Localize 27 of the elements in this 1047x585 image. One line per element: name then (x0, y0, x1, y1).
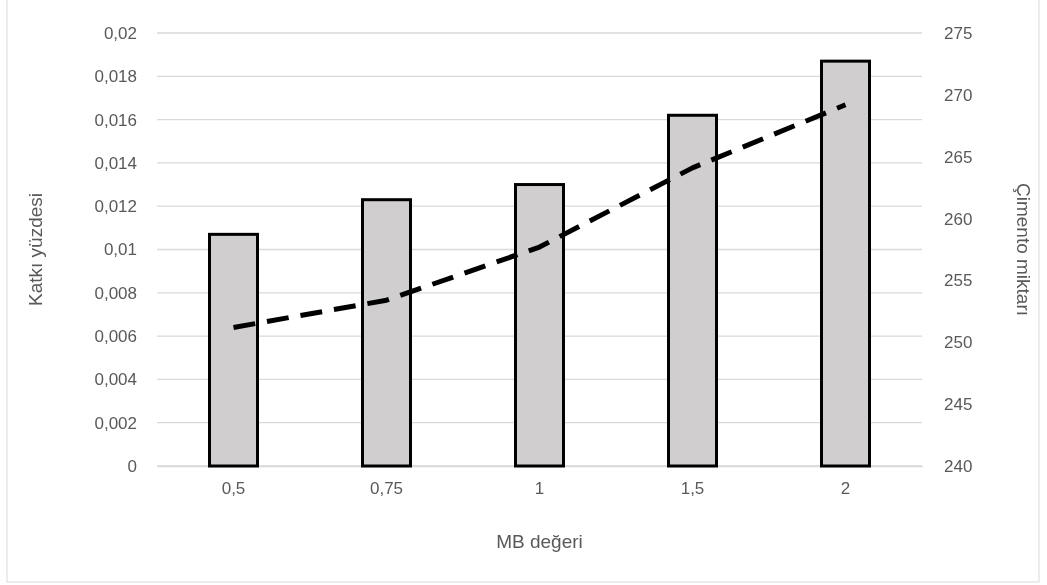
x-tick-label: 1 (534, 479, 545, 499)
y2-tick-label: 245 (944, 395, 973, 415)
y-tick-label: 0,01 (103, 240, 137, 260)
y-tick-label: 0,02 (103, 23, 137, 43)
y2-tick-label: 275 (944, 23, 973, 43)
y2-tick-label: 270 (944, 85, 973, 105)
x-tick-label: 0,5 (221, 479, 246, 499)
y-tick-label: 0,008 (94, 283, 137, 303)
y-tick-label: 0,004 (94, 370, 137, 390)
y-tick-label: 0 (127, 456, 137, 476)
y-tick-label: 0,002 (94, 413, 137, 433)
x-axis-title: MB değeri (496, 531, 583, 552)
y-tick-label: 0,018 (94, 67, 137, 87)
x-tick-label: 2 (840, 479, 851, 499)
y-tick-label: 0,016 (94, 110, 137, 130)
y2-tick-label: 265 (944, 147, 973, 167)
y-tick-label: 0,014 (94, 153, 137, 173)
y2-tick-label: 250 (944, 333, 973, 353)
y-tick-label: 0,006 (94, 327, 137, 347)
y2-axis-title: Çimento miktarı (1013, 182, 1034, 317)
x-tick-label: 1,5 (680, 479, 705, 499)
y-tick-label: 0,012 (94, 197, 137, 217)
y-axis-title: Katkı yüzdesi (25, 193, 46, 306)
y2-tick-label: 240 (944, 456, 973, 476)
y2-tick-label: 260 (944, 209, 973, 229)
y2-tick-label: 255 (944, 271, 973, 291)
x-tick-label: 0,75 (369, 479, 404, 499)
